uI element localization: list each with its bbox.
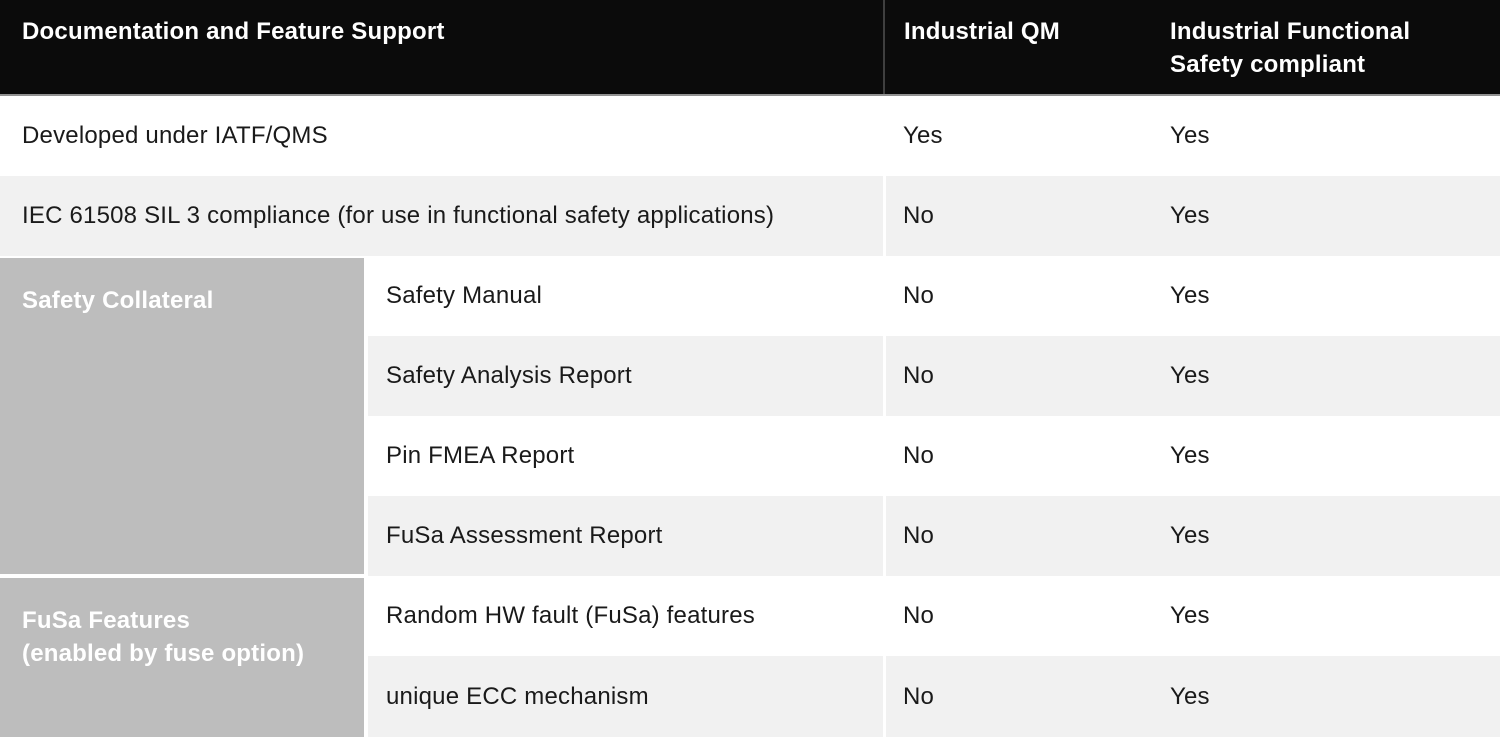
row-label: Pin FMEA Report bbox=[368, 416, 883, 496]
table-row: Random HW fault (FuSa) features No Yes bbox=[0, 576, 1500, 656]
table-row: IEC 61508 SIL 3 compliance (for use in f… bbox=[0, 176, 1500, 256]
table-row: unique ECC mechanism No Yes bbox=[0, 656, 1500, 737]
functional-safety-value: Yes bbox=[1170, 602, 1210, 629]
industrial-qm-value: No bbox=[903, 522, 935, 549]
industrial-qm-value: Yes bbox=[903, 122, 943, 149]
row-label: Safety Manual bbox=[368, 256, 883, 336]
functional-safety-value: Yes bbox=[1170, 442, 1210, 469]
industrial-qm-value: No bbox=[903, 442, 935, 469]
row-values: No Yes bbox=[886, 656, 1500, 737]
group-cell-safety-collateral: Safety Collateral bbox=[0, 258, 364, 574]
industrial-qm-value: No bbox=[903, 202, 935, 229]
group-label-fusa-features-line2: (enabled by fuse option) bbox=[22, 640, 305, 667]
header-industrial-functional-safety: Industrial Functional Safety compliant bbox=[1170, 18, 1411, 78]
functional-safety-value: Yes bbox=[1170, 522, 1210, 549]
row-label: FuSa Assessment Report bbox=[368, 496, 883, 576]
functional-safety-value: Yes bbox=[1170, 362, 1210, 389]
group-cell-fusa-features: FuSa Features (enabled by fuse option) bbox=[0, 578, 364, 737]
table-header-row: Documentation and Feature Support Indust… bbox=[0, 0, 1500, 96]
industrial-qm-value: No bbox=[903, 362, 935, 389]
row-values: No Yes bbox=[886, 336, 1500, 416]
functional-safety-value: Yes bbox=[1170, 202, 1210, 229]
row-values: No Yes bbox=[886, 256, 1500, 336]
table-row: FuSa Assessment Report No Yes bbox=[0, 496, 1500, 576]
row-label: Developed under IATF/QMS bbox=[0, 96, 883, 176]
table-row: Safety Analysis Report No Yes bbox=[0, 336, 1500, 416]
industrial-qm-value: No bbox=[903, 282, 935, 309]
functional-safety-value: Yes bbox=[1170, 282, 1210, 309]
group-label-fusa-features-line1: FuSa Features bbox=[22, 607, 190, 634]
industrial-qm-value: No bbox=[903, 602, 935, 629]
header-industrial-qm: Industrial QM bbox=[904, 18, 1060, 45]
industrial-qm-value: No bbox=[903, 682, 935, 710]
row-values: No Yes bbox=[886, 176, 1500, 256]
header-column-divider bbox=[883, 0, 885, 94]
table-row: Developed under IATF/QMS Yes Yes bbox=[0, 96, 1500, 176]
row-label: IEC 61508 SIL 3 compliance (for use in f… bbox=[0, 176, 883, 256]
functional-safety-value: Yes bbox=[1170, 682, 1210, 710]
row-label: unique ECC mechanism bbox=[368, 656, 883, 737]
table-row: Pin FMEA Report No Yes bbox=[0, 416, 1500, 496]
row-label: Random HW fault (FuSa) features bbox=[368, 576, 883, 656]
row-values: No Yes bbox=[886, 416, 1500, 496]
row-values: No Yes bbox=[886, 496, 1500, 576]
table-row: Safety Manual No Yes bbox=[0, 256, 1500, 336]
header-documentation-and-feature-support: Documentation and Feature Support bbox=[22, 18, 445, 45]
row-values: No Yes bbox=[886, 576, 1500, 656]
row-values: Yes Yes bbox=[886, 96, 1500, 176]
group-label-safety-collateral: Safety Collateral bbox=[22, 287, 214, 314]
row-label: Safety Analysis Report bbox=[368, 336, 883, 416]
functional-safety-value: Yes bbox=[1170, 122, 1210, 149]
